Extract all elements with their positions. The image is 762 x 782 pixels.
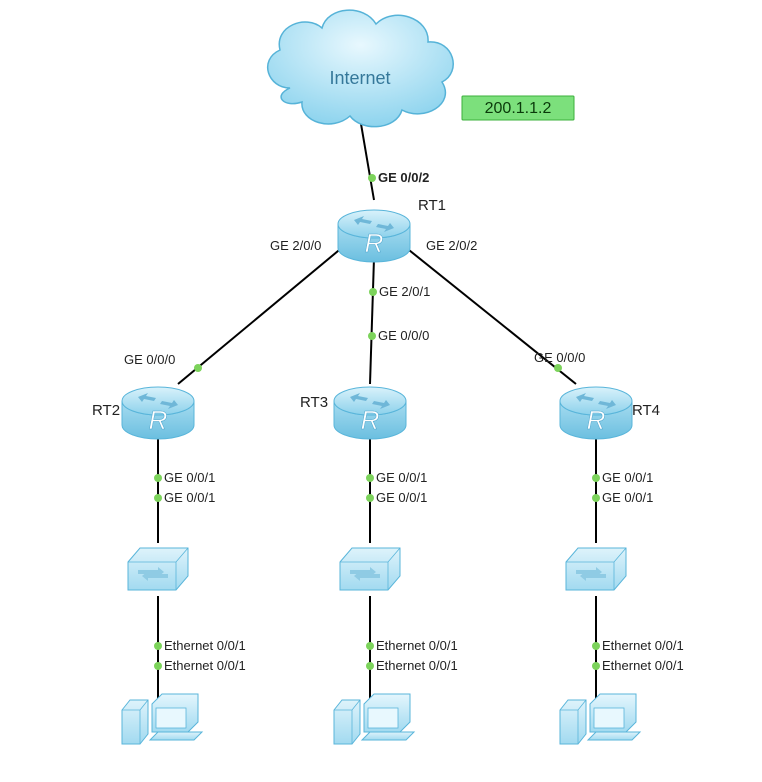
port-label: GE 0/0/0: [124, 352, 175, 367]
cloud-label: Internet: [329, 68, 390, 88]
port-dot: [194, 364, 202, 372]
router-letter: R: [149, 405, 168, 435]
port-label: GE 2/0/2: [426, 238, 477, 253]
ip-highlight: 200.1.1.2: [462, 96, 574, 120]
port-label: GE 0/0/1: [164, 470, 215, 485]
router-letter: R: [361, 405, 380, 435]
port-dot: [369, 288, 377, 296]
internet-cloud: Internet: [268, 10, 454, 126]
pc-pc2: [122, 694, 202, 744]
port-dot: [154, 642, 162, 650]
port-dot: [592, 494, 600, 502]
port-dot: [592, 642, 600, 650]
port-label: GE 0/0/0: [534, 350, 585, 365]
router-letter: R: [365, 228, 384, 258]
port-label: GE 0/0/1: [602, 470, 653, 485]
port-label: GE 0/0/1: [376, 490, 427, 505]
router-name: RT4: [632, 402, 660, 419]
port-dot: [366, 642, 374, 650]
router-name: RT1: [418, 197, 446, 214]
router-rt4: R RT4: [560, 387, 660, 439]
router-letter: R: [587, 405, 606, 435]
switch-sw4: [566, 548, 626, 590]
port-dot: [592, 662, 600, 670]
pc-pc4: [560, 694, 640, 744]
port-label: Ethernet 0/0/1: [602, 638, 684, 653]
port-dot: [366, 494, 374, 502]
port-label: Ethernet 0/0/1: [376, 638, 458, 653]
port-dot: [154, 662, 162, 670]
port-label: GE 0/0/1: [602, 490, 653, 505]
switch-sw2: [128, 548, 188, 590]
port-dot: [154, 494, 162, 502]
port-dot: [368, 332, 376, 340]
router-rt2: R RT2: [92, 387, 194, 439]
port-dot: [592, 474, 600, 482]
router-name: RT2: [92, 402, 120, 419]
port-dot: [554, 364, 562, 372]
switch-sw3: [340, 548, 400, 590]
pc-pc3: [334, 694, 414, 744]
port-label: GE 2/0/0: [270, 238, 321, 253]
link: [360, 118, 374, 200]
link: [178, 246, 344, 384]
port-label: GE 2/0/1: [379, 284, 430, 299]
port-dot: [368, 174, 376, 182]
link: [370, 258, 374, 384]
port-label: GE 0/0/1: [164, 490, 215, 505]
port-dot: [366, 662, 374, 670]
port-label: Ethernet 0/0/1: [376, 658, 458, 673]
port-dot: [366, 474, 374, 482]
port-label: GE 0/0/0: [378, 328, 429, 343]
port-label: Ethernet 0/0/1: [164, 658, 246, 673]
router-name: RT3: [300, 394, 328, 411]
port-label: GE 0/0/2: [378, 170, 429, 185]
ip-highlight-text: 200.1.1.2: [485, 100, 552, 117]
port-label: Ethernet 0/0/1: [602, 658, 684, 673]
port-label: GE 0/0/1: [376, 470, 427, 485]
router-rt3: R RT3: [300, 387, 406, 439]
port-label: Ethernet 0/0/1: [164, 638, 246, 653]
port-dot: [154, 474, 162, 482]
network-diagram: Internet 200.1.1.2 GE 0/0/2 GE 2/0/0 GE 2/…: [0, 0, 762, 777]
